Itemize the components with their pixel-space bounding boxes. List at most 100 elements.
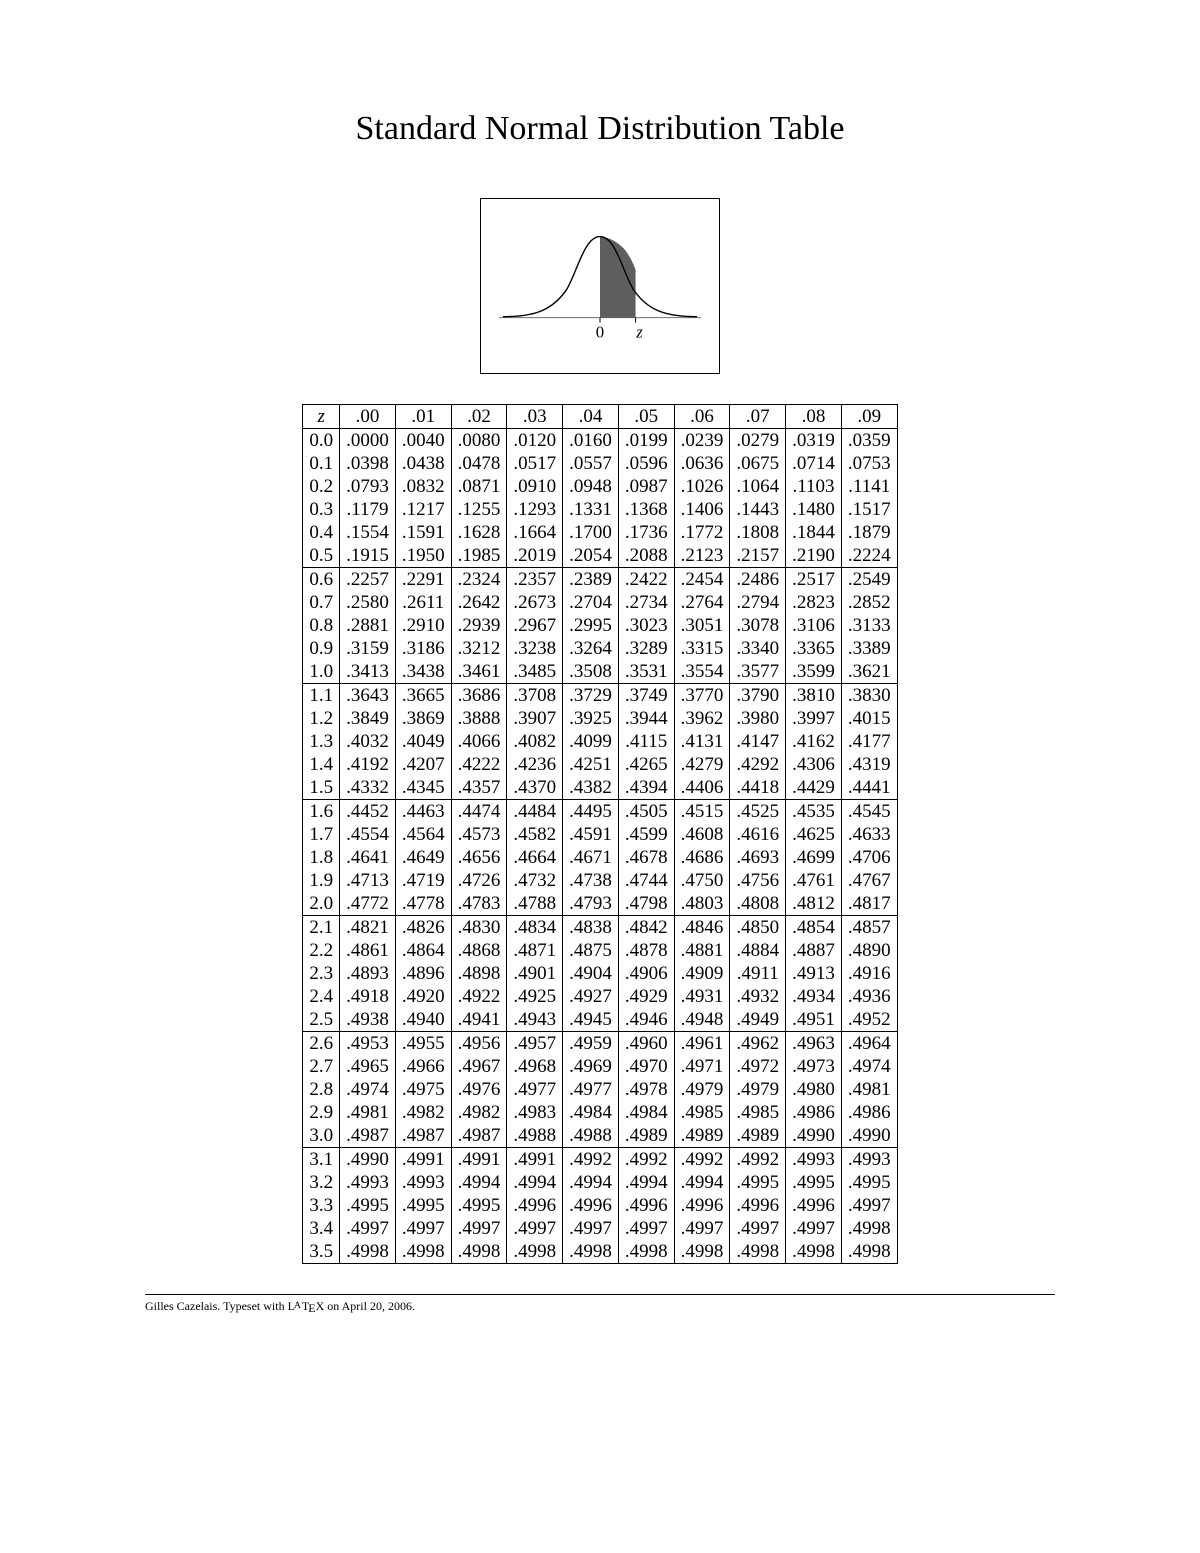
value-cell: .4931 bbox=[674, 985, 730, 1008]
value-cell: .0832 bbox=[395, 475, 451, 498]
value-cell: .4706 bbox=[841, 846, 897, 869]
value-cell: .4961 bbox=[674, 1032, 730, 1056]
value-cell: .4989 bbox=[674, 1124, 730, 1148]
table-row: 2.3.4893.4896.4898.4901.4904.4906.4909.4… bbox=[303, 962, 897, 985]
z-table: z.00.01.02.03.04.05.06.07.08.09 0.0.0000… bbox=[302, 404, 897, 1264]
z-label-cell: 0.1 bbox=[303, 452, 340, 475]
value-cell: .2611 bbox=[395, 591, 451, 614]
value-cell: .2939 bbox=[451, 614, 507, 637]
table-row: 3.3.4995.4995.4995.4996.4996.4996.4996.4… bbox=[303, 1194, 897, 1217]
footer-typeset-prefix: Typeset with bbox=[223, 1299, 287, 1313]
z-label-cell: 3.0 bbox=[303, 1124, 340, 1148]
z-label-cell: 2.5 bbox=[303, 1008, 340, 1032]
footer-latex-logo: LATEX bbox=[288, 1299, 325, 1313]
col-header: .08 bbox=[786, 405, 842, 429]
value-cell: .0160 bbox=[563, 429, 619, 453]
z-label-cell: 3.5 bbox=[303, 1240, 340, 1264]
value-cell: .4463 bbox=[395, 800, 451, 824]
value-cell: .4772 bbox=[340, 892, 396, 916]
z-label-cell: 3.2 bbox=[303, 1171, 340, 1194]
footer-author: Gilles Cazelais. bbox=[145, 1299, 220, 1313]
value-cell: .4884 bbox=[730, 939, 786, 962]
value-cell: .4744 bbox=[618, 869, 674, 892]
value-cell: .4608 bbox=[674, 823, 730, 846]
value-cell: .3133 bbox=[841, 614, 897, 637]
value-cell: .4998 bbox=[563, 1240, 619, 1264]
z-label-cell: 1.6 bbox=[303, 800, 340, 824]
value-cell: .3238 bbox=[507, 637, 563, 660]
z-label-cell: 1.7 bbox=[303, 823, 340, 846]
value-cell: .4998 bbox=[451, 1240, 507, 1264]
value-cell: .4678 bbox=[618, 846, 674, 869]
value-cell: .4992 bbox=[730, 1148, 786, 1172]
value-cell: .4981 bbox=[340, 1101, 396, 1124]
value-cell: .3212 bbox=[451, 637, 507, 660]
value-cell: .4978 bbox=[618, 1078, 674, 1101]
table-row: 2.9.4981.4982.4982.4983.4984.4984.4985.4… bbox=[303, 1101, 897, 1124]
value-cell: .4959 bbox=[563, 1032, 619, 1056]
value-cell: .4927 bbox=[563, 985, 619, 1008]
value-cell: .4788 bbox=[507, 892, 563, 916]
value-cell: .4966 bbox=[395, 1055, 451, 1078]
z-label-cell: 2.1 bbox=[303, 916, 340, 940]
value-cell: .4996 bbox=[563, 1194, 619, 1217]
value-cell: .3770 bbox=[674, 684, 730, 708]
z-label-cell: 0.6 bbox=[303, 568, 340, 592]
value-cell: .4616 bbox=[730, 823, 786, 846]
value-cell: .2517 bbox=[786, 568, 842, 592]
value-cell: .3980 bbox=[730, 707, 786, 730]
value-cell: .0596 bbox=[618, 452, 674, 475]
value-cell: .0871 bbox=[451, 475, 507, 498]
value-cell: .2486 bbox=[730, 568, 786, 592]
value-cell: .4993 bbox=[395, 1171, 451, 1194]
value-cell: .0636 bbox=[674, 452, 730, 475]
value-cell: .4963 bbox=[786, 1032, 842, 1056]
value-cell: .1026 bbox=[674, 475, 730, 498]
value-cell: .4686 bbox=[674, 846, 730, 869]
value-cell: .4236 bbox=[507, 753, 563, 776]
value-cell: .2357 bbox=[507, 568, 563, 592]
value-cell: .4767 bbox=[841, 869, 897, 892]
value-cell: .4082 bbox=[507, 730, 563, 753]
value-cell: .2734 bbox=[618, 591, 674, 614]
value-cell: .3508 bbox=[563, 660, 619, 684]
value-cell: .3340 bbox=[730, 637, 786, 660]
value-cell: .4495 bbox=[563, 800, 619, 824]
table-row: 3.2.4993.4993.4994.4994.4994.4994.4994.4… bbox=[303, 1171, 897, 1194]
value-cell: .2422 bbox=[618, 568, 674, 592]
value-cell: .4131 bbox=[674, 730, 730, 753]
value-cell: .1628 bbox=[451, 521, 507, 544]
z-label-cell: 3.1 bbox=[303, 1148, 340, 1172]
value-cell: .3531 bbox=[618, 660, 674, 684]
value-cell: .4664 bbox=[507, 846, 563, 869]
z-label-cell: 2.6 bbox=[303, 1032, 340, 1056]
value-cell: .4699 bbox=[786, 846, 842, 869]
value-cell: .4162 bbox=[786, 730, 842, 753]
value-cell: .1915 bbox=[340, 544, 396, 568]
value-cell: .4115 bbox=[618, 730, 674, 753]
value-cell: .1064 bbox=[730, 475, 786, 498]
value-cell: .4945 bbox=[563, 1008, 619, 1032]
page-title: Standard Normal Distribution Table bbox=[145, 110, 1055, 148]
value-cell: .4984 bbox=[618, 1101, 674, 1124]
value-cell: .1103 bbox=[786, 475, 842, 498]
table-row: 1.9.4713.4719.4726.4732.4738.4744.4750.4… bbox=[303, 869, 897, 892]
value-cell: .4192 bbox=[340, 753, 396, 776]
value-cell: .4649 bbox=[395, 846, 451, 869]
footer: Gilles Cazelais. Typeset with LATEX on A… bbox=[145, 1299, 1055, 1316]
value-cell: .4890 bbox=[841, 939, 897, 962]
value-cell: .4997 bbox=[674, 1217, 730, 1240]
table-row: 2.6.4953.4955.4956.4957.4959.4960.4961.4… bbox=[303, 1032, 897, 1056]
value-cell: .3078 bbox=[730, 614, 786, 637]
value-cell: .3554 bbox=[674, 660, 730, 684]
value-cell: .4972 bbox=[730, 1055, 786, 1078]
value-cell: .0793 bbox=[340, 475, 396, 498]
value-cell: .4719 bbox=[395, 869, 451, 892]
z-label-cell: 0.3 bbox=[303, 498, 340, 521]
value-cell: .1844 bbox=[786, 521, 842, 544]
value-cell: .2389 bbox=[563, 568, 619, 592]
value-cell: .4656 bbox=[451, 846, 507, 869]
value-cell: .4726 bbox=[451, 869, 507, 892]
value-cell: .4979 bbox=[674, 1078, 730, 1101]
value-cell: .4992 bbox=[674, 1148, 730, 1172]
